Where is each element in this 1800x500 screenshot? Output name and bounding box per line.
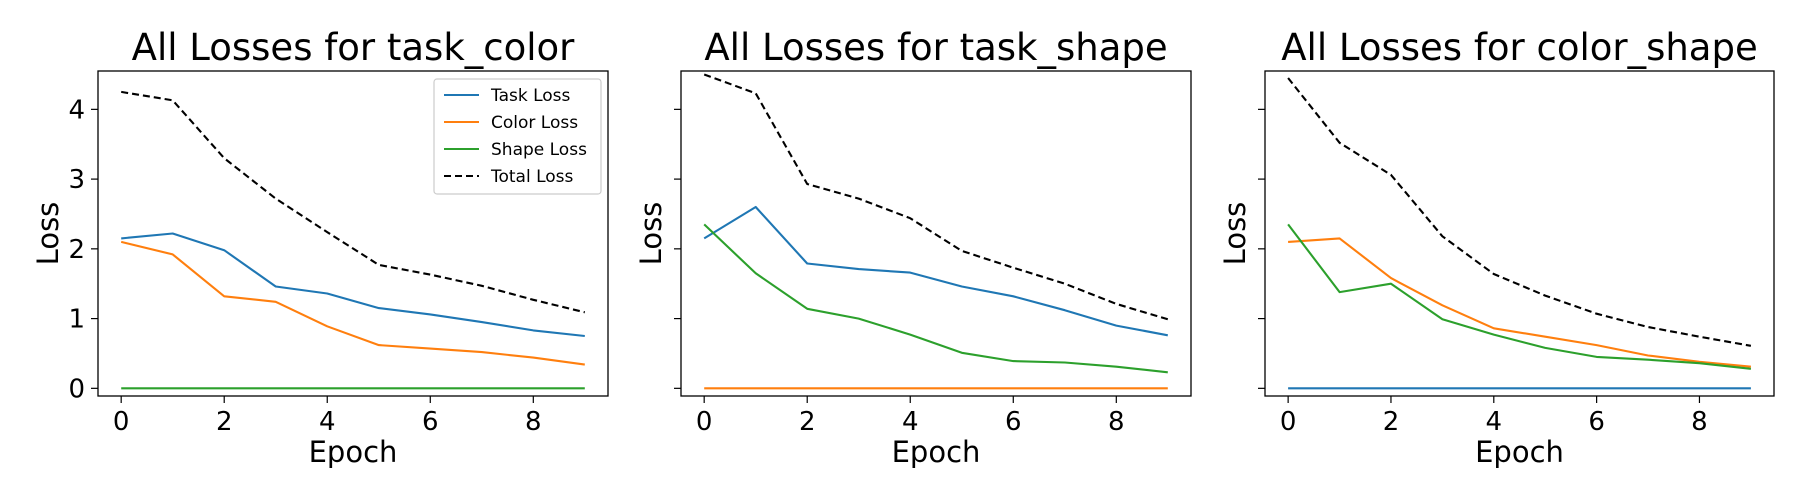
x-tick-label: 0 [113, 407, 130, 437]
x-tick-label: 0 [1280, 407, 1297, 437]
subplot-2: All Losses for task_shape 0 2 4 6 8 Epoch Loss [634, 26, 1192, 469]
x-tick-label: 2 [799, 407, 816, 437]
series-line-2 [1287, 223, 1752, 370]
y-tick-label: 1 [68, 305, 85, 335]
plot-frame [97, 70, 609, 397]
series-line-1 [1288, 237, 1751, 368]
x-tick-label: 6 [422, 407, 439, 437]
series-line-task-loss [121, 232, 585, 338]
x-tick-label: 2 [216, 407, 233, 437]
plot-frame [680, 70, 1192, 397]
x-tick-label: 4 [319, 407, 336, 437]
x-tick-label: 4 [1486, 407, 1503, 437]
legend-label: Total Loss [490, 167, 574, 187]
y-tick-label: 2 [68, 235, 85, 265]
y-axis-label: Loss [634, 202, 668, 266]
series-line-3 [1287, 77, 1752, 347]
y-tick-label: 0 [68, 374, 85, 404]
chart-title: All Losses for task_shape [704, 26, 1167, 69]
x-tick-label: 8 [1691, 407, 1708, 437]
plot-frame [1264, 70, 1775, 397]
legend-label: Task Loss [490, 86, 571, 106]
legend-label: Shape Loss [491, 140, 587, 160]
legend: Task Loss Color Loss Shape Loss Total Loss [433, 78, 602, 195]
x-axis-label: Epoch [309, 435, 398, 469]
x-tick-label: 0 [696, 407, 713, 437]
series-line-3 [703, 73, 1169, 321]
x-tick-label: 6 [1005, 407, 1022, 437]
legend-box [433, 78, 602, 195]
chart-title: All Losses for task_color [132, 26, 576, 69]
x-tick-label: 8 [1108, 407, 1125, 437]
legend-label: Color Loss [491, 113, 578, 133]
y-tick-label: 3 [68, 165, 85, 195]
x-axis-label: Epoch [892, 435, 981, 469]
x-axis-label: Epoch [1475, 435, 1564, 469]
series-line-2 [703, 223, 1168, 374]
chart-title: All Losses for color_shape [1281, 26, 1757, 69]
y-tick-label: 4 [68, 95, 85, 125]
series-line-total-loss [121, 90, 586, 314]
series-line-0 [703, 205, 1168, 337]
series-line-color-loss [120, 240, 585, 366]
x-tick-label: 8 [525, 407, 542, 437]
x-tick-label: 4 [902, 407, 919, 437]
subplot-3: All Losses for color_shape 0 2 4 6 8 Epoch Loss [1218, 26, 1775, 469]
y-axis-label: Loss [1218, 202, 1252, 266]
x-tick-label: 2 [1383, 407, 1400, 437]
x-tick-label: 6 [1588, 407, 1605, 437]
y-axis-label: Loss [31, 202, 65, 266]
